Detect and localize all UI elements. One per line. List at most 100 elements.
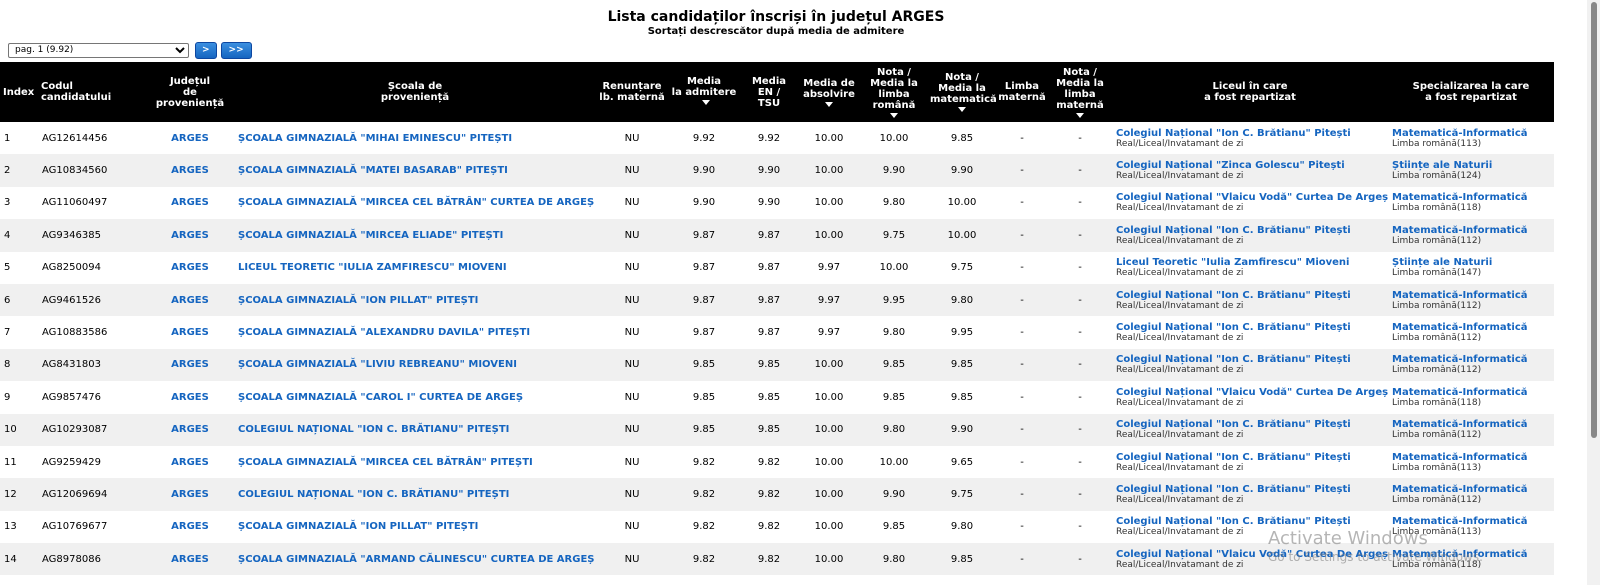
col-county-l1: Județul <box>169 75 211 87</box>
cell-county-link[interactable]: ARGES <box>171 229 209 241</box>
cell-county-link[interactable]: ARGES <box>171 488 209 500</box>
last-page-button[interactable]: >> <box>220 41 252 59</box>
col-liceu-l1: Liceul în care <box>1212 81 1288 92</box>
cell-liceu-link[interactable]: Colegiul Național "Vlaicu Vodă" Curtea D… <box>1116 192 1388 204</box>
cell-school-link[interactable]: ȘCOALA GIMNAZIALĂ "CAROL I" CURTEA DE AR… <box>238 391 524 403</box>
cell-county-link[interactable]: ARGES <box>171 165 209 177</box>
cell-school-link[interactable]: ȘCOALA GIMNAZIALĂ "MIRCEA ELIADE" PITEȘT… <box>238 229 504 241</box>
cell-specializare-link[interactable]: Matematică-Informatică <box>1392 516 1528 528</box>
cell-school-link[interactable]: ȘCOALA GIMNAZIALĂ "MIRCEA CEL BĂTRÂN" CU… <box>238 197 595 209</box>
cell-county-link[interactable]: ARGES <box>171 262 209 274</box>
table-body: 1 AG12614456 ARGES ȘCOALA GIMNAZIALĂ "MIHAI… <box>0 122 1554 576</box>
cell-liceu: Colegiul Național "Vlaicu Vodă" Curtea D… <box>1112 187 1388 219</box>
cell-liceu-link[interactable]: Colegiul Național "Vlaicu Vodă" Curtea D… <box>1116 548 1388 560</box>
cell-liceu-link[interactable]: Liceul Teoretic "Iulia Zamfirescu" Miove… <box>1116 257 1350 269</box>
cell-liceu-link[interactable]: Colegiul Național "Ion C. Brătianu" Pite… <box>1116 224 1351 236</box>
col-matematica[interactable]: Nota / Media la matematică <box>928 62 997 122</box>
cell-county-link[interactable]: ARGES <box>171 456 209 468</box>
cell-specializare: Matematică-Informatică Limba română(118) <box>1388 381 1554 413</box>
cell-county-link[interactable]: ARGES <box>171 553 209 565</box>
cell-media-absolvire: 10.00 <box>814 424 844 436</box>
cell-specializare-link[interactable]: Științe ale Naturii <box>1392 257 1493 269</box>
cell-specializare-link[interactable]: Matematică-Informatică <box>1392 386 1528 398</box>
cell-school-link[interactable]: ȘCOALA GIMNAZIALĂ "MIRCEA CEL BĂTRÂN" PI… <box>238 456 533 468</box>
cell-specializare: Matematică-Informatică Limba română(112) <box>1388 284 1554 316</box>
page-select[interactable]: pag. 1 (9.92) <box>8 42 189 58</box>
cell-school-link[interactable]: ȘCOALA GIMNAZIALĂ "LIVIU REBREANU" MIOVE… <box>238 359 517 371</box>
cell-liceu-link[interactable]: Colegiul Național "Ion C. Brătianu" Pite… <box>1116 451 1351 463</box>
cell-county: ARGES <box>146 349 234 381</box>
cell-media-absolvire: 10.00 <box>814 391 844 403</box>
cell-specializare-link[interactable]: Matematică-Informatică <box>1392 419 1528 431</box>
cell-nota-materna: - <box>1078 521 1082 533</box>
cell-county-link[interactable]: ARGES <box>171 132 209 144</box>
sort-desc-icon[interactable] <box>701 100 710 105</box>
cell-limba-materna: - <box>1020 521 1024 533</box>
cell-school-link[interactable]: ȘCOALA GIMNAZIALĂ "ARMAND CĂLINESCU" CUR… <box>238 553 595 565</box>
cell-county-link[interactable]: ARGES <box>171 521 209 533</box>
cell-liceu-link[interactable]: Colegiul Național "Ion C. Brătianu" Pite… <box>1116 419 1351 431</box>
cell-specializare-link[interactable]: Matematică-Informatică <box>1392 451 1528 463</box>
cell-specializare-detail: Limba română(113) <box>1392 462 1482 473</box>
cell-media-admitere: 9.92 <box>692 132 716 144</box>
cell-school-link[interactable]: ȘCOALA GIMNAZIALĂ "ION PILLAT" PITEȘTI <box>238 294 479 306</box>
cell-school-link[interactable]: COLEGIUL NAȚIONAL "ION C. BRĂTIANU" PITE… <box>238 488 510 500</box>
cell-school-link[interactable]: LICEUL TEORETIC "IULIA ZAMFIRESCU" MIOVE… <box>238 262 507 274</box>
table-header-row: Index Codul candidatului Județul de prove… <box>0 62 1554 122</box>
col-romana[interactable]: Nota / Media la limba română <box>860 62 928 122</box>
cell-school: ȘCOALA GIMNAZIALĂ "MIRCEA CEL BĂTRÂN" CU… <box>234 187 596 219</box>
cell-specializare-link[interactable]: Matematică-Informatică <box>1392 289 1528 301</box>
cell-specializare-link[interactable]: Matematică-Informatică <box>1392 127 1528 139</box>
cell-liceu-link[interactable]: Colegiul Național "Ion C. Brătianu" Pite… <box>1116 354 1351 366</box>
cell-liceu-link[interactable]: Colegiul Național "Ion C. Brătianu" Pite… <box>1116 516 1351 528</box>
cell-county-link[interactable]: ARGES <box>171 391 209 403</box>
cell-school-link[interactable]: ȘCOALA GIMNAZIALĂ "ALEXANDRU DAVILA" PIT… <box>238 327 531 339</box>
cell-county-link[interactable]: ARGES <box>171 359 209 371</box>
cell-county-link[interactable]: ARGES <box>171 294 209 306</box>
cell-specializare-detail: Limba română(112) <box>1392 300 1482 311</box>
vertical-scrollbar[interactable] <box>1587 0 1600 585</box>
cell-county-link[interactable]: ARGES <box>171 424 209 436</box>
sort-desc-icon[interactable] <box>1076 112 1084 118</box>
cell-liceu-link[interactable]: Colegiul Național "Zinca Golescu" Piteșt… <box>1116 160 1345 172</box>
next-page-button[interactable]: > <box>195 41 217 59</box>
col-absolvire[interactable]: Media de absolvire <box>798 62 860 122</box>
cell-liceu-link[interactable]: Colegiul Național "Ion C. Brătianu" Pite… <box>1116 127 1351 139</box>
cell-school-link[interactable]: ȘCOALA GIMNAZIALĂ "MIHAI EMINESCU" PITEȘ… <box>238 132 513 144</box>
cell-specializare-detail: Limba română(112) <box>1392 333 1482 344</box>
cell-media-absolvire: 10.00 <box>814 456 844 468</box>
cell-specializare-link[interactable]: Matematică-Informatică <box>1392 224 1528 236</box>
cell-nota-matematica: 9.85 <box>950 391 974 403</box>
cell-school-link[interactable]: ȘCOALA GIMNAZIALĂ "MATEI BASARAB" PITEȘT… <box>238 165 508 177</box>
cell-nota-materna: - <box>1078 488 1082 500</box>
scrollbar-thumb[interactable] <box>1591 2 1597 438</box>
sort-desc-icon[interactable] <box>825 101 833 107</box>
cell-specializare-link[interactable]: Matematică-Informatică <box>1392 322 1528 334</box>
cell-specializare-link[interactable]: Matematică-Informatică <box>1392 354 1528 366</box>
cell-code: AG9346385 <box>42 229 101 241</box>
cell-index: 6 <box>4 294 11 306</box>
cell-specializare-link[interactable]: Științe ale Naturii <box>1392 160 1493 172</box>
cell-specializare-link[interactable]: Matematică-Informatică <box>1392 483 1528 495</box>
cell-nota-materna: - <box>1078 553 1082 565</box>
col-en: Media EN / TSU <box>740 62 798 122</box>
cell-school-link[interactable]: COLEGIUL NAȚIONAL "ION C. BRĂTIANU" PITE… <box>238 424 510 436</box>
cell-liceu-link[interactable]: Colegiul Național "Vlaicu Vodă" Curtea D… <box>1116 386 1388 398</box>
cell-specializare-link[interactable]: Matematică-Informatică <box>1392 548 1528 560</box>
cell-liceu-link[interactable]: Colegiul Național "Ion C. Brătianu" Pite… <box>1116 483 1351 495</box>
col-admitere[interactable]: Media la admitere <box>668 62 740 122</box>
cell-specializare-link[interactable]: Matematică-Informatică <box>1392 192 1528 204</box>
sort-desc-icon[interactable] <box>958 107 966 112</box>
cell-media-admitere: 9.87 <box>692 294 716 306</box>
cell-county: ARGES <box>146 478 234 510</box>
cell-county-link[interactable]: ARGES <box>171 327 209 339</box>
cell-index: 8 <box>4 359 11 371</box>
col-nota-materna[interactable]: Nota / Media la limba maternă <box>1048 62 1112 122</box>
cell-school-link[interactable]: ȘCOALA GIMNAZIALĂ "ION PILLAT" PITEȘTI <box>238 521 479 533</box>
sort-desc-icon[interactable] <box>890 112 898 118</box>
cell-nota-romana: 9.80 <box>882 327 906 339</box>
cell-nota-materna: - <box>1078 132 1082 144</box>
cell-county-link[interactable]: ARGES <box>171 197 209 209</box>
cell-liceu-link[interactable]: Colegiul Național "Ion C. Brătianu" Pite… <box>1116 322 1351 334</box>
cell-liceu-link[interactable]: Colegiul Național "Ion C. Brătianu" Pite… <box>1116 289 1351 301</box>
